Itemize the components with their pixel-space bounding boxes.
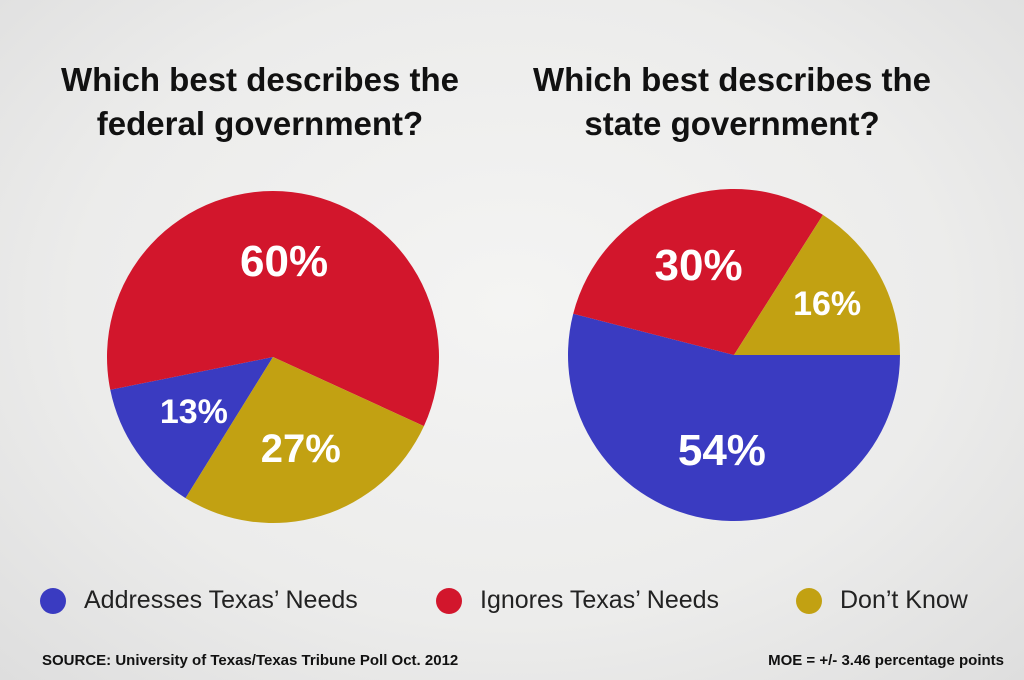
federal-chart-title: Which best describes the federal governm… xyxy=(61,61,459,142)
legend-swatch-ignores xyxy=(436,587,462,614)
legend-swatch-addresses xyxy=(40,587,66,614)
legend-label-addresses: Addresses Texas’ Needs xyxy=(84,586,358,614)
state-slice-dont-know xyxy=(734,214,900,355)
legend-item-ignores: Ignores Texas’ Needs xyxy=(436,586,719,615)
state-slice-ignores xyxy=(573,189,823,355)
state-pie: 54% 30% 16% xyxy=(567,189,900,522)
federal-label-addresses: 13% xyxy=(160,393,228,431)
legend-item-addresses: Addresses Texas’ Needs xyxy=(40,586,358,615)
federal-slice-ignores xyxy=(106,191,439,427)
state-slice-addresses xyxy=(567,313,900,522)
legend-item-dont-know: Don’t Know xyxy=(796,586,968,615)
margin-of-error-note: MOE = +/- 3.46 percentage points xyxy=(768,652,1004,669)
federal-label-ignores: 60% xyxy=(240,237,328,286)
federal-label-dont-know: 27% xyxy=(261,427,341,471)
state-label-ignores: 30% xyxy=(655,241,743,290)
source-note: SOURCE: University of Texas/Texas Tribun… xyxy=(42,652,459,669)
state-chart-title: Which best describes the state governmen… xyxy=(533,61,931,142)
legend-label-ignores: Ignores Texas’ Needs xyxy=(480,586,720,614)
state-label-dont-know: 16% xyxy=(793,285,861,323)
federal-slice-dont-know xyxy=(185,357,424,523)
federal-slice-addresses xyxy=(110,357,274,499)
legend-label-dont-know: Don’t Know xyxy=(840,586,968,614)
pie-charts: 13% 60% 27% 54% 30% 16% xyxy=(106,189,900,523)
federal-pie: 13% 60% 27% xyxy=(106,191,439,523)
state-label-addresses: 54% xyxy=(678,426,766,475)
legend: Addresses Texas’ Needs Ignores Texas’ Ne… xyxy=(0,586,1024,626)
legend-swatch-dont-know xyxy=(796,587,822,614)
